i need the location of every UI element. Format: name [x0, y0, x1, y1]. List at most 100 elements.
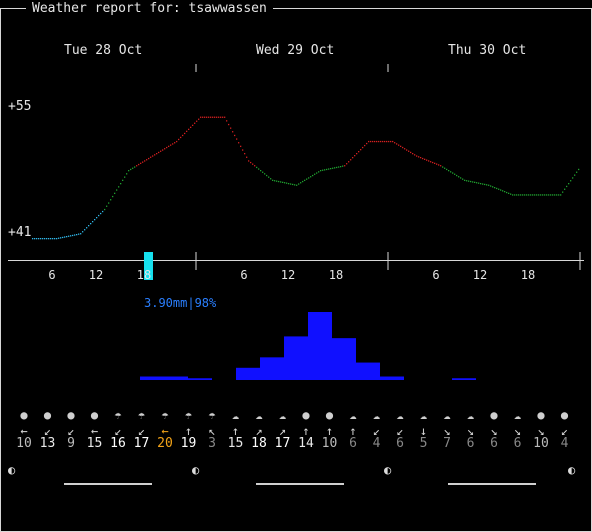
temperature-point	[404, 148, 406, 150]
temperature-point	[106, 205, 108, 207]
temperature-point	[390, 140, 392, 143]
day-label-3: Thu 30 Oct	[448, 43, 527, 58]
temperature-point	[352, 157, 354, 159]
temperature-point	[358, 151, 360, 153]
temperature-point	[570, 180, 572, 182]
temperature-point	[304, 179, 306, 181]
wind-speed: 6	[349, 436, 357, 451]
cloud-icon: ☁	[513, 408, 522, 422]
wind-direction-icon: ←	[161, 424, 169, 438]
temperature-point	[204, 116, 206, 118]
temperature-point	[232, 131, 234, 133]
temperature-point	[366, 142, 368, 145]
temperature-point	[160, 150, 162, 152]
temperature-point	[576, 171, 578, 173]
wind-speed: 19	[180, 436, 197, 451]
temperature-point	[168, 145, 170, 147]
day-label-1: Tue 28 Oct	[64, 43, 143, 58]
y-bottom-label: +41	[8, 225, 32, 240]
temperature-point	[222, 116, 224, 118]
x-tick: 12	[280, 268, 296, 282]
temperature-point	[504, 191, 506, 193]
temperature-point	[70, 235, 72, 237]
temperature-point	[362, 146, 364, 149]
temperature-point	[520, 194, 522, 196]
temperature-point	[66, 236, 68, 238]
temperature-point	[32, 238, 34, 240]
temperature-point	[426, 159, 428, 161]
temperature-point	[488, 184, 490, 186]
temperature-point	[218, 116, 220, 118]
temperature-point	[178, 138, 180, 141]
sun-icon: ●	[325, 408, 334, 422]
wind-speed: 4	[560, 436, 569, 451]
temperature-point	[548, 194, 550, 196]
temperature-point	[238, 142, 240, 144]
temperature-point	[330, 168, 332, 170]
temperature-point	[262, 171, 264, 173]
temperature-point	[130, 168, 132, 171]
temperature-point	[562, 191, 564, 193]
sun-icon: ●	[43, 408, 52, 422]
moon-phase-icon: ◐	[384, 463, 392, 477]
temperature-point	[424, 158, 426, 160]
temperature-point	[500, 189, 502, 191]
temperature-point	[334, 167, 336, 169]
x-tick: 6	[432, 268, 440, 282]
day-label-2: Wed 29 Oct	[256, 43, 335, 58]
temperature-point	[184, 132, 186, 135]
temperature-point	[286, 182, 288, 184]
rain-icon: ☂	[208, 408, 216, 422]
precip-bar	[380, 376, 404, 380]
x-tick: 6	[240, 268, 248, 282]
temperature-point	[410, 151, 412, 154]
temperature-point	[398, 144, 400, 146]
sun-icon: ●	[90, 408, 99, 422]
temperature-point	[476, 182, 478, 184]
temperature-point	[112, 195, 114, 198]
sun-icon: ●	[302, 408, 310, 422]
wind-speed: 16	[110, 436, 126, 451]
moon-phase-icon: ◐	[192, 463, 200, 477]
temperature-point	[80, 233, 82, 235]
temperature-curve	[32, 116, 580, 240]
temperature-point	[416, 155, 418, 157]
rain-icon: ☂	[137, 408, 146, 422]
wind-speed: 10	[321, 436, 338, 451]
temperature-point	[502, 190, 504, 192]
temperature-point	[528, 194, 530, 196]
temperature-point	[92, 221, 94, 223]
wind-speed: 7	[443, 436, 451, 451]
wind-speed: 4	[372, 436, 381, 451]
rain-icon: ☂	[161, 408, 169, 422]
temperature-point	[418, 156, 420, 158]
temperature-point	[206, 116, 208, 118]
temperature-point	[62, 236, 64, 239]
temperature-point	[414, 154, 416, 156]
temperature-point	[546, 194, 548, 196]
temperature-point	[150, 156, 152, 158]
temperature-point	[542, 194, 544, 196]
temperature-point	[340, 166, 342, 168]
wind-speed: 17	[274, 436, 291, 451]
temperature-point	[534, 194, 536, 196]
temperature-point	[376, 140, 378, 143]
temperature-point	[258, 168, 260, 170]
temperature-point	[384, 140, 386, 143]
temperature-point	[126, 173, 128, 175]
temperature-point	[194, 122, 196, 124]
temperature-point	[532, 194, 534, 196]
temperature-point	[356, 153, 358, 155]
temperature-point	[298, 183, 300, 185]
temperature-point	[496, 187, 498, 190]
temperature-point	[210, 116, 212, 118]
temperature-point	[422, 157, 424, 160]
wind-direction-icon: ←	[90, 424, 99, 438]
temperature-point	[82, 231, 84, 233]
wind-speed: 13	[39, 436, 56, 451]
wind-speed: 6	[466, 436, 475, 451]
temperature-point	[492, 186, 494, 188]
temperature-point	[430, 161, 432, 163]
temperature-point	[102, 210, 104, 213]
temperature-point	[242, 149, 244, 151]
